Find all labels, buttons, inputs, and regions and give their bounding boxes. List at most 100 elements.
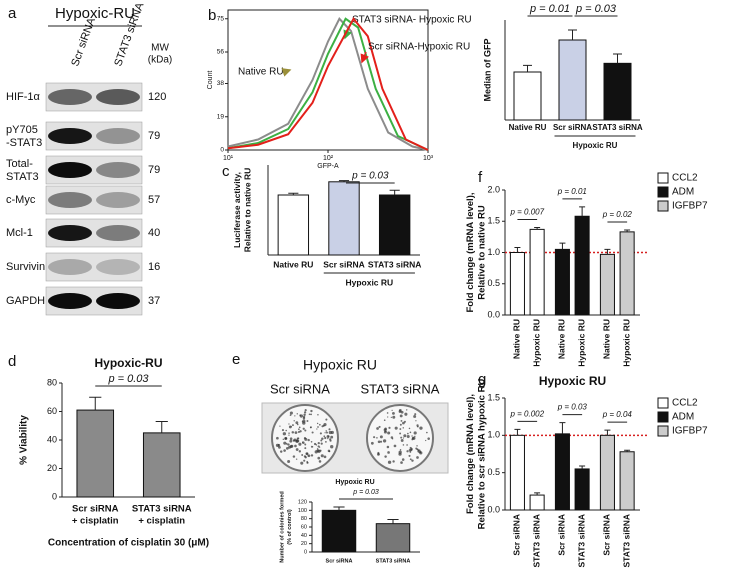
colony xyxy=(310,454,314,457)
colony xyxy=(379,435,383,439)
y-tick-label: 0.0 xyxy=(487,309,500,319)
colony xyxy=(376,437,378,439)
blot-mw: 40 xyxy=(148,227,160,239)
blot-band xyxy=(48,259,92,275)
colony xyxy=(402,427,405,429)
error-bar xyxy=(389,189,400,195)
colony xyxy=(394,426,398,430)
colony xyxy=(318,446,321,448)
series-annotation: STAT3 siRNA- Hypoxic RU xyxy=(352,15,472,26)
blot-mw: 16 xyxy=(148,261,160,273)
error-bar xyxy=(604,429,611,436)
x-tick-label: STAT3 siRNA xyxy=(368,259,422,269)
x-tick-label: STAT3 siRNA xyxy=(531,514,541,568)
colony xyxy=(402,421,405,425)
blot-mw: 79 xyxy=(148,130,160,142)
error-bar xyxy=(534,227,541,230)
colony xyxy=(427,437,430,440)
colony xyxy=(325,430,327,432)
colony xyxy=(399,428,402,430)
blot-row-label: GAPDH xyxy=(6,295,45,307)
colony xyxy=(316,448,319,450)
colony xyxy=(393,444,397,448)
blot-band xyxy=(96,225,140,241)
colony xyxy=(296,423,299,426)
colony xyxy=(301,421,304,423)
colony xyxy=(289,414,292,416)
error-bar xyxy=(579,206,586,217)
error-bar xyxy=(89,396,102,411)
x-tick-label: Scr siRNA xyxy=(323,259,365,269)
colony xyxy=(327,435,330,438)
colony xyxy=(281,429,284,432)
y-axis-label: % Viability xyxy=(19,415,30,465)
error-bar xyxy=(288,192,299,195)
x-tick-label: Native RU xyxy=(273,259,313,269)
colony xyxy=(306,452,309,455)
colony xyxy=(288,432,290,434)
bar xyxy=(558,39,587,121)
colony xyxy=(323,435,326,438)
colony xyxy=(377,451,380,455)
colony xyxy=(279,450,283,453)
colony xyxy=(288,445,292,449)
y-axis-label: Median of GFP xyxy=(482,39,492,102)
colony xyxy=(323,455,327,459)
x-tick-label: Scr siRNA xyxy=(557,514,567,556)
bar xyxy=(328,181,360,256)
colony xyxy=(289,437,293,440)
bar xyxy=(378,194,411,256)
legend-swatch xyxy=(657,397,669,409)
colony xyxy=(287,443,290,446)
x-tick-label: 10³ xyxy=(423,155,434,162)
blot-band xyxy=(48,225,92,241)
colony xyxy=(400,419,403,422)
x-tick-label: Native RU xyxy=(557,319,567,359)
colony xyxy=(279,425,281,427)
colony xyxy=(288,423,290,425)
colony xyxy=(325,418,328,421)
colony xyxy=(307,438,310,442)
y-tick-label: 1.0 xyxy=(487,430,500,440)
colony xyxy=(324,436,327,440)
panel-letter: c xyxy=(222,163,230,180)
mw-label: (kDa) xyxy=(148,55,172,66)
y-tick-label: 100 xyxy=(298,508,307,514)
y-tick-label: 120 xyxy=(298,499,307,505)
colony xyxy=(298,450,302,453)
colony xyxy=(300,461,304,465)
colony xyxy=(391,409,393,412)
colony xyxy=(311,431,314,434)
colony xyxy=(317,456,321,460)
colony xyxy=(310,409,313,413)
colony xyxy=(303,459,306,462)
colony xyxy=(413,431,417,435)
p-value: p = 0.01 xyxy=(529,3,570,15)
colony xyxy=(386,412,389,414)
colony xyxy=(411,459,414,462)
blot-band xyxy=(96,162,140,178)
p-value: p = 0.007 xyxy=(509,208,544,217)
colony xyxy=(409,451,412,453)
colony xyxy=(399,432,402,435)
colony xyxy=(415,420,417,422)
blot-row-label: Survivin xyxy=(6,261,45,273)
colony xyxy=(295,421,299,425)
x-tick-label: Hypoxic RU xyxy=(531,319,541,367)
colony xyxy=(328,428,331,431)
colony xyxy=(411,435,413,437)
blot-band xyxy=(96,192,140,208)
colony xyxy=(387,431,391,435)
colony xyxy=(416,456,419,459)
colony xyxy=(302,441,304,443)
colony xyxy=(408,454,411,457)
colony xyxy=(390,416,392,419)
colony xyxy=(382,439,387,443)
x-tick-label: + cisplatin xyxy=(72,516,119,527)
bar xyxy=(554,433,570,511)
blot-band xyxy=(48,192,92,208)
colony xyxy=(412,436,416,440)
colony xyxy=(314,450,318,454)
bar xyxy=(574,215,590,316)
p-value: p = 0.04 xyxy=(602,410,633,419)
